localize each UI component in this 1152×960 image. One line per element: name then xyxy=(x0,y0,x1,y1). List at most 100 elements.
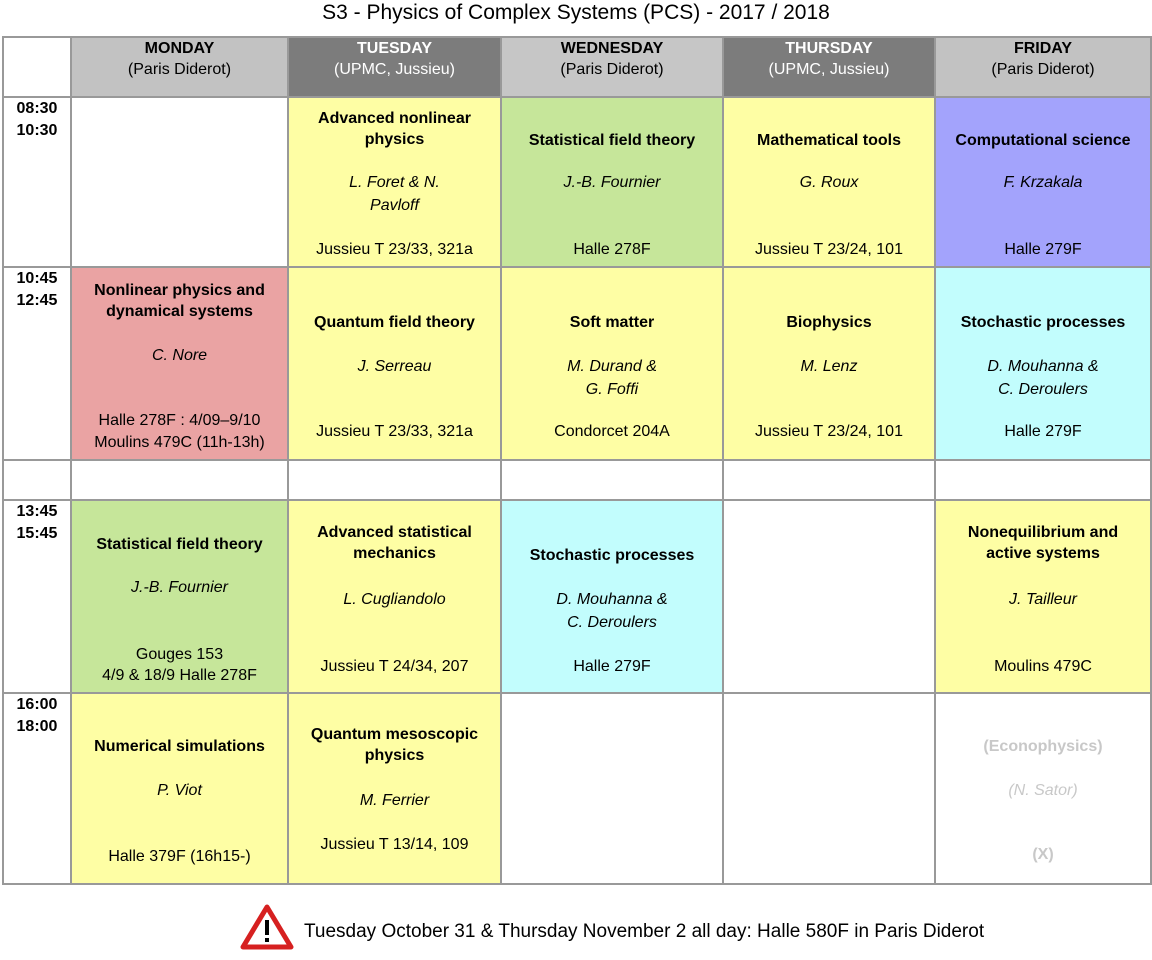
course-teacher: J.-B. Fournier xyxy=(563,174,661,191)
slot-end: 12:45 xyxy=(16,292,58,309)
course-title: Quantum field theory xyxy=(314,314,475,331)
course-room: Halle 279F xyxy=(1004,423,1082,440)
course-cell-s1-mon: Nonlinear physics and dynamical systems … xyxy=(70,266,289,461)
course-cell-s0-mon xyxy=(70,96,289,268)
slot-row-1: 10:45 12:45 Nonlinear physics and dynami… xyxy=(2,266,1152,461)
break-cell xyxy=(934,459,1152,501)
course-cell-s3-tue: Quantum mesoscopic physics M. Ferrier Ju… xyxy=(287,692,502,885)
notice: Tuesday October 31 & Thursday November 2… xyxy=(240,904,1100,950)
course-room: Jussieu T 23/33, 321a xyxy=(316,423,473,440)
course-teacher: L. Foret & N. Pavloff xyxy=(349,174,440,214)
day-name: MONDAY xyxy=(144,40,215,57)
course-title: Nonequilibrium and active systems xyxy=(967,524,1119,562)
slot-row-2: 13:45 15:45 Statistical field theory J.-… xyxy=(2,499,1152,694)
course-room: Halle 278F : 4/09–9/10 xyxy=(98,412,261,429)
notice-text: Tuesday October 31 & Thursday November 2… xyxy=(304,921,985,942)
course-title: Stochastic processes xyxy=(960,314,1126,331)
course-cell-s0-thu: Mathematical tools G. Roux Jussieu T 23/… xyxy=(722,96,936,268)
course-room: Jussieu T 24/34, 207 xyxy=(320,658,469,675)
course-title: Quantum mesoscopic physics xyxy=(310,726,479,764)
day-header-friday: FRIDAY (Paris Diderot) xyxy=(934,36,1152,98)
course-cell-s0-tue: Advanced nonlinear physics L. Foret & N.… xyxy=(287,96,502,268)
break-cell xyxy=(2,459,72,501)
course-room: Halle 279F xyxy=(573,658,651,675)
day-header-monday: MONDAY (Paris Diderot) xyxy=(70,36,289,98)
course-room: Jussieu T 23/33, 321a xyxy=(316,241,473,258)
break-cell xyxy=(70,459,289,501)
course-title: Statistical field theory xyxy=(528,132,696,149)
slot-row-0: 08:30 10:30 Advanced nonlinear physics L… xyxy=(2,96,1152,268)
slot-start: 10:45 xyxy=(16,270,58,287)
header-row: MONDAY (Paris Diderot) TUESDAY (UPMC, Ju… xyxy=(2,36,1152,98)
break-cell xyxy=(287,459,502,501)
course-title: Statistical field theory xyxy=(96,536,263,553)
course-room: Halle 379F (16h15-) xyxy=(108,848,251,865)
course-teacher: M. Lenz xyxy=(800,358,858,375)
course-cell-s1-thu: Biophysics M. Lenz Jussieu T 23/24, 101 xyxy=(722,266,936,461)
course-cell-s2-mon: Statistical field theory J.-B. Fournier … xyxy=(70,499,289,694)
day-header-tuesday: TUESDAY (UPMC, Jussieu) xyxy=(287,36,502,98)
slot-end: 10:30 xyxy=(16,122,58,139)
course-teacher: (N. Sator) xyxy=(1008,782,1078,799)
course-teacher: G. Foffi xyxy=(585,381,639,398)
slot-start: 13:45 xyxy=(16,503,58,520)
course-room: Jussieu T 13/14, 109 xyxy=(320,836,469,853)
slot-end: 15:45 xyxy=(16,525,58,542)
course-room: Halle 279F xyxy=(1004,241,1082,258)
schedule-table: MONDAY (Paris Diderot) TUESDAY (UPMC, Ju… xyxy=(2,36,1152,885)
day-name: THURSDAY xyxy=(785,40,873,57)
course-cell-s2-wed: Stochastic processes D. Mouhanna & C. De… xyxy=(500,499,724,694)
time-slot: 16:00 18:00 xyxy=(2,692,72,885)
break-cell xyxy=(722,459,936,501)
time-slot: 08:30 10:30 xyxy=(2,96,72,268)
course-cell-s2-fri: Nonequilibrium and active systems J. Tai… xyxy=(934,499,1152,694)
day-name: FRIDAY xyxy=(1013,40,1073,57)
course-room: Halle 278F xyxy=(573,241,651,258)
course-title: Stochastic processes xyxy=(529,547,695,564)
warning-triangle-icon xyxy=(240,904,294,950)
course-teacher: C. Nore xyxy=(151,347,208,364)
course-teacher: M. Ferrier xyxy=(359,792,430,809)
course-cell-s2-tue: Advanced statistical mechanics L. Cuglia… xyxy=(287,499,502,694)
corner-cell xyxy=(2,36,72,98)
course-title: Computational science xyxy=(955,132,1131,149)
course-title: (Econophysics) xyxy=(983,738,1103,755)
day-location: (UPMC, Jussieu) xyxy=(768,61,890,78)
slot-start: 16:00 xyxy=(16,696,58,713)
course-teacher: L. Cugliandolo xyxy=(343,591,446,608)
course-teacher: F. Krzakala xyxy=(1003,174,1083,191)
course-cell-s3-wed xyxy=(500,692,724,885)
course-title: Advanced statistical mechanics xyxy=(317,524,472,562)
time-slot: 10:45 12:45 xyxy=(2,266,72,461)
course-teacher: J.-B. Fournier xyxy=(131,579,228,596)
course-title: Biophysics xyxy=(786,314,872,331)
course-title: Nonlinear physics and dynamical systems xyxy=(94,282,265,320)
day-location: (Paris Diderot) xyxy=(127,61,232,78)
day-header-wednesday: WEDNESDAY (Paris Diderot) xyxy=(500,36,724,98)
day-location: (Paris Diderot) xyxy=(560,61,664,78)
course-title: Mathematical tools xyxy=(756,132,902,149)
time-slot: 13:45 15:45 xyxy=(2,499,72,694)
slot-end: 18:00 xyxy=(16,718,58,735)
course-cell-s3-fri: (Econophysics) (N. Sator) (X) xyxy=(934,692,1152,885)
course-cell-s0-fri: Computational science F. Krzakala Halle … xyxy=(934,96,1152,268)
course-room: Jussieu T 23/24, 101 xyxy=(755,241,903,258)
break-row xyxy=(2,459,1152,501)
day-location: (Paris Diderot) xyxy=(991,61,1095,78)
slot-row-3: 16:00 18:00 Numerical simulations P. Vio… xyxy=(2,692,1152,885)
page-title: S3 - Physics of Complex Systems (PCS) - … xyxy=(322,1,830,24)
course-room: 4/9 & 18/9 Halle 278F xyxy=(102,667,257,684)
day-name: WEDNESDAY xyxy=(560,40,664,57)
course-teacher: G. Roux xyxy=(799,174,859,191)
course-room: Moulins 479C (11h-13h) xyxy=(94,434,265,451)
course-cell-s3-mon: Numerical simulations P. Viot Halle 379F… xyxy=(70,692,289,885)
course-teacher: C. Deroulers xyxy=(998,381,1088,398)
course-teacher: D. Mouhanna & xyxy=(556,591,668,608)
day-header-thursday: THURSDAY (UPMC, Jussieu) xyxy=(722,36,936,98)
course-title: Advanced nonlinear physics xyxy=(318,110,471,148)
course-teacher: J. Tailleur xyxy=(1009,591,1077,608)
course-cell-s1-wed: Soft matter M. Durand & G. Foffi Condorc… xyxy=(500,266,724,461)
course-teacher: P. Viot xyxy=(157,782,202,799)
day-name: TUESDAY xyxy=(357,40,432,57)
course-room: (X) xyxy=(1032,846,1054,863)
